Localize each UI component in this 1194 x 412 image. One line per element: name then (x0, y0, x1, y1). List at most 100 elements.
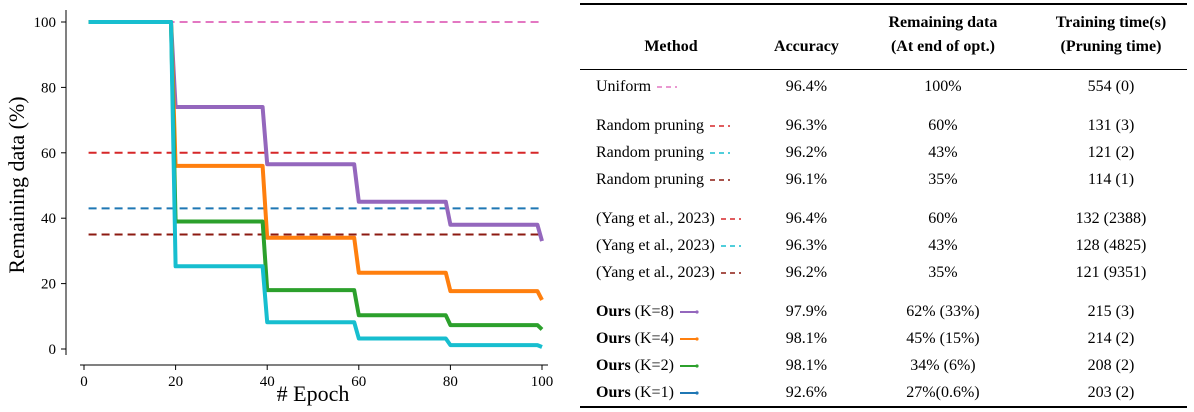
method-name: Uniform (596, 77, 652, 95)
x-axis-title: # Epoch (277, 381, 350, 406)
accuracy-cell: 96.2% (785, 143, 828, 161)
y-tick-label: 20 (41, 277, 56, 293)
y-tick-label: 0 (49, 342, 57, 358)
y-tick-label: 80 (41, 80, 56, 96)
y-tick-label: 60 (41, 146, 56, 162)
y-axis-title: Remaining data (%) (4, 96, 29, 273)
method-cell: Random pruning (580, 166, 762, 202)
method-config: (K=8) (630, 302, 674, 320)
method-cell: Uniform (580, 70, 762, 110)
solid-line-legend-icon (679, 310, 699, 314)
time-cell: 114 (1) (1087, 170, 1135, 188)
method-cell: Random pruning (580, 139, 762, 166)
remaining-cell: 62% (33%) (906, 302, 980, 320)
accuracy-cell: 96.2% (785, 263, 828, 281)
time-cell: 554 (0) (1087, 77, 1135, 95)
series-line (88, 20, 544, 331)
time-cell: 131 (3) (1087, 116, 1135, 134)
method-cell: Ours (K=8) (580, 295, 762, 325)
table-header-row: Method Accuracy Remaining data (At end o… (580, 4, 1187, 70)
remaining-cell: 45% (15%) (906, 329, 980, 347)
accuracy-cell: 92.6% (785, 383, 828, 401)
table-row: Ours (K=8) 97.9% 62% (33%) 215 (3) (580, 295, 1187, 325)
time-cell: 214 (2) (1087, 329, 1135, 347)
results-table: Method Accuracy Remaining data (At end o… (580, 3, 1187, 408)
method-cell: (Yang et al., 2023) (580, 202, 762, 232)
method-cell: (Yang et al., 2023) (580, 232, 762, 259)
method-cell: Ours (K=1) (580, 379, 762, 407)
method-name: (Yang et al., 2023) (596, 236, 715, 254)
table-row: Ours (K=2) 98.1% 34% (6%) 208 (2) (580, 352, 1187, 379)
header-accuracy: Accuracy (774, 38, 839, 55)
table-row: Random pruning 96.1% 35% 114 (1) (580, 166, 1187, 202)
header-time-line1: Training time(s) (1055, 14, 1167, 31)
table-group: Random pruning 96.3% 60% 131 (3) Random prun… (580, 109, 1187, 202)
table-row: (Yang et al., 2023) 96.3% 43% 128 (4825) (580, 232, 1187, 259)
method-name: Random pruning (596, 116, 704, 134)
y-tick-label: 100 (34, 15, 57, 31)
remaining-cell: 35% (928, 170, 958, 188)
solid-line-legend-icon (679, 364, 699, 368)
header-time-line2: (Pruning time) (1060, 38, 1162, 55)
remaining-cell: 60% (928, 209, 958, 227)
time-cell: 128 (4825) (1075, 236, 1147, 254)
accuracy-cell: 96.3% (785, 236, 828, 254)
x-tick-label: 60 (351, 374, 366, 390)
y-tick-label: 40 (41, 211, 56, 227)
series-line (88, 20, 544, 301)
remaining-cell: 27%(0.6%) (906, 383, 980, 401)
dashed-line-legend-icon (720, 218, 741, 220)
remaining-cell: 60% (928, 116, 958, 134)
method-config: (K=2) (630, 356, 674, 374)
table-group: Uniform 96.4% 100% 554 (0) (580, 70, 1187, 110)
x-tick-label: 80 (443, 374, 458, 390)
remaining-cell: 43% (928, 143, 958, 161)
dashed-line-legend-icon (720, 272, 741, 274)
dashed-line-legend-icon (710, 125, 730, 127)
table-row: (Yang et al., 2023) 96.4% 60% 132 (2388) (580, 202, 1187, 232)
time-cell: 121 (9351) (1075, 263, 1147, 281)
table-group: Ours (K=8) 97.9% 62% (33%) 215 (3) Ours (K=4… (580, 295, 1187, 407)
solid-line-legend-icon (679, 337, 699, 341)
method-cell: Ours (K=4) (580, 325, 762, 352)
method-name: Ours (596, 302, 631, 320)
method-cell: (Yang et al., 2023) (580, 259, 762, 295)
remaining-cell: 43% (928, 236, 958, 254)
dashed-line-legend-icon (710, 152, 730, 154)
header-time: Training time(s) (Pruning time) (1035, 4, 1187, 70)
table-row: Uniform 96.4% 100% 554 (0) (580, 70, 1187, 110)
time-cell: 215 (3) (1087, 302, 1135, 320)
table-row: (Yang et al., 2023) 96.2% 35% 121 (9351) (580, 259, 1187, 295)
method-config: (K=1) (630, 383, 674, 401)
table-row: Ours (K=1) 92.6% 27%(0.6%) 203 (2) (580, 379, 1187, 407)
remaining-cell: 100% (924, 77, 962, 95)
time-cell: 208 (2) (1087, 356, 1135, 374)
accuracy-cell: 96.4% (785, 77, 828, 95)
series-line (88, 20, 543, 349)
method-name: Random pruning (596, 143, 704, 161)
x-tick-label: 0 (80, 374, 88, 390)
header-remaining-line1: Remaining data (888, 14, 998, 31)
remaining-cell: 35% (928, 263, 958, 281)
remaining-cell: 34% (6%) (910, 356, 976, 374)
dashed-line-legend-icon (720, 245, 741, 247)
method-cell: Ours (K=2) (580, 352, 762, 379)
dashed-line-legend-icon (710, 179, 730, 181)
method-name: Random pruning (596, 170, 704, 188)
table-row: Ours (K=4) 98.1% 45% (15%) 214 (2) (580, 325, 1187, 352)
x-tick-label: 40 (260, 374, 275, 390)
x-tick-label: 100 (531, 374, 554, 390)
time-cell: 121 (2) (1087, 143, 1135, 161)
table-row: Random pruning 96.3% 60% 131 (3) (580, 109, 1187, 139)
method-cell: Random pruning (580, 109, 762, 139)
accuracy-cell: 98.1% (785, 356, 828, 374)
header-method: Method (644, 38, 698, 55)
method-name: Ours (596, 329, 631, 347)
accuracy-cell: 97.9% (785, 302, 828, 320)
accuracy-cell: 96.3% (785, 116, 828, 134)
time-cell: 132 (2388) (1075, 209, 1147, 227)
table-group: (Yang et al., 2023) 96.4% 60% 132 (2388) (Ya… (580, 202, 1187, 295)
method-name: Ours (596, 383, 631, 401)
method-name: (Yang et al., 2023) (596, 263, 715, 281)
method-name: Ours (596, 356, 631, 374)
